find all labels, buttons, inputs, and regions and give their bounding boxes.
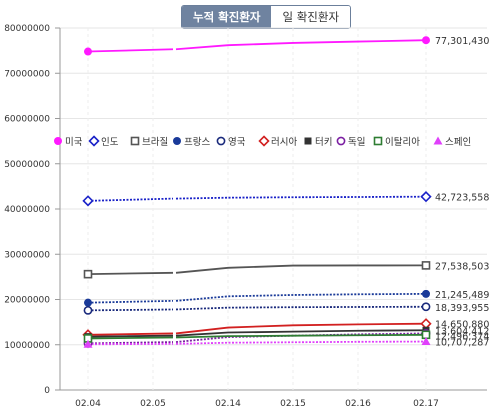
series-markers (82, 36, 432, 348)
data-point (422, 289, 430, 298)
end-labels: 77,301,430 42,723,558 27,538,503 21,245,489… (435, 36, 489, 348)
legend-item: 독일 (336, 136, 365, 148)
legend-item: 미국 (54, 137, 83, 148)
y-tick-label: 70000000 (4, 69, 50, 79)
legend-label: 독일 (348, 137, 365, 148)
end-value-label: 14,650,880 (435, 320, 489, 331)
x-tick-label: 02.14 (215, 399, 241, 409)
view-toggle: 누적 확진환자 일 확진환자 (181, 5, 352, 29)
data-point (336, 136, 346, 146)
x-tick-label: 02.16 (345, 399, 371, 409)
y-tick-label: 10000000 (4, 341, 50, 351)
data-point (82, 195, 94, 207)
series-line (87, 308, 174, 312)
y-tick-label: 40000000 (4, 205, 50, 215)
legend-item: 영국 (216, 136, 246, 148)
legend-label: 이탈리아 (385, 136, 420, 148)
legend-label: 러시아 (271, 137, 297, 148)
data-point (304, 137, 312, 145)
legend-label: 터키 (315, 137, 332, 148)
series-line (175, 39, 427, 51)
data-point (88, 135, 100, 147)
series-line (87, 336, 174, 340)
legend-label: 스페인 (445, 137, 471, 148)
end-value-label: 42,723,558 (435, 193, 489, 204)
daily-cases-tab[interactable]: 일 확진환자 (271, 6, 351, 28)
y-tick-label: 60000000 (4, 115, 50, 125)
legend-item: 인도 (88, 135, 119, 148)
x-tick-label: 02.15 (280, 399, 306, 409)
end-value-label: 12,496,374 (435, 332, 489, 343)
series-line (87, 299, 174, 304)
legend-label: 프랑스 (184, 136, 210, 148)
series-lines (87, 39, 427, 346)
series-line (175, 305, 427, 311)
series-line (175, 333, 427, 339)
y-tick-label: 50000000 (4, 160, 50, 170)
series-line (87, 341, 174, 345)
x-axis: 02.04 02.05 02.14 02.15 02.16 02.17 (75, 399, 439, 409)
cumulative-cases-tab[interactable]: 누적 확진환자 (182, 6, 272, 28)
x-tick-label: 02.17 (413, 399, 439, 409)
legend-label: 브라질 (142, 136, 168, 148)
series-line (87, 271, 174, 276)
series-line (87, 197, 174, 202)
data-point (83, 269, 93, 279)
data-point (216, 136, 226, 146)
data-point (373, 136, 383, 146)
y-tick-label: 20000000 (4, 296, 50, 306)
x-tick-label: 02.05 (140, 399, 166, 409)
legend-item: 터키 (304, 137, 332, 148)
data-point (258, 135, 270, 147)
end-value-label: 10,707,287 (435, 338, 489, 349)
x-tick-label: 02.04 (75, 399, 101, 409)
series-line (175, 292, 427, 302)
legend-item: 브라질 (130, 136, 168, 148)
y-tick-label: 80000000 (4, 24, 50, 34)
data-point (421, 302, 431, 312)
legend-label: 영국 (228, 137, 246, 148)
series-line (87, 332, 174, 336)
series-line (87, 48, 174, 53)
data-point (420, 191, 432, 203)
legend-item: 러시아 (258, 135, 297, 148)
legend-item: 이탈리아 (373, 136, 420, 148)
series-line (175, 195, 427, 200)
data-point (421, 261, 431, 270)
legend-item: 프랑스 (173, 136, 210, 148)
legend-label: 미국 (65, 137, 83, 148)
data-point (421, 337, 431, 346)
end-value-label: 77,301,430 (435, 36, 489, 47)
data-point (84, 47, 92, 56)
y-axis: 0 10000000 20000000 30000000 40000000 5000000… (4, 24, 61, 396)
legend-label: 인도 (101, 137, 119, 148)
series-line (175, 322, 427, 335)
data-point (130, 136, 140, 146)
end-value-label: 27,538,503 (435, 261, 489, 272)
data-point (433, 136, 443, 145)
data-point (422, 36, 430, 45)
legend-item: 스페인 (433, 136, 471, 148)
series-line (175, 340, 427, 345)
series-line (175, 329, 427, 337)
end-value-label: 18,393,955 (435, 303, 489, 314)
data-point (83, 305, 93, 315)
data-point (84, 298, 92, 307)
end-value-label: 21,245,489 (435, 290, 489, 301)
series-line (87, 334, 174, 338)
legend: 미국 인도 브라질 프랑스 영국 러시아 터키 독일 이탈리아 스페인 (54, 135, 471, 148)
y-tick-label: 30000000 (4, 250, 50, 260)
data-point (173, 137, 181, 145)
end-value-label: 13,604,412 (435, 327, 489, 338)
data-point (83, 339, 93, 348)
data-point (54, 137, 62, 145)
y-tick-label: 0 (44, 386, 50, 396)
series-line (175, 264, 427, 274)
